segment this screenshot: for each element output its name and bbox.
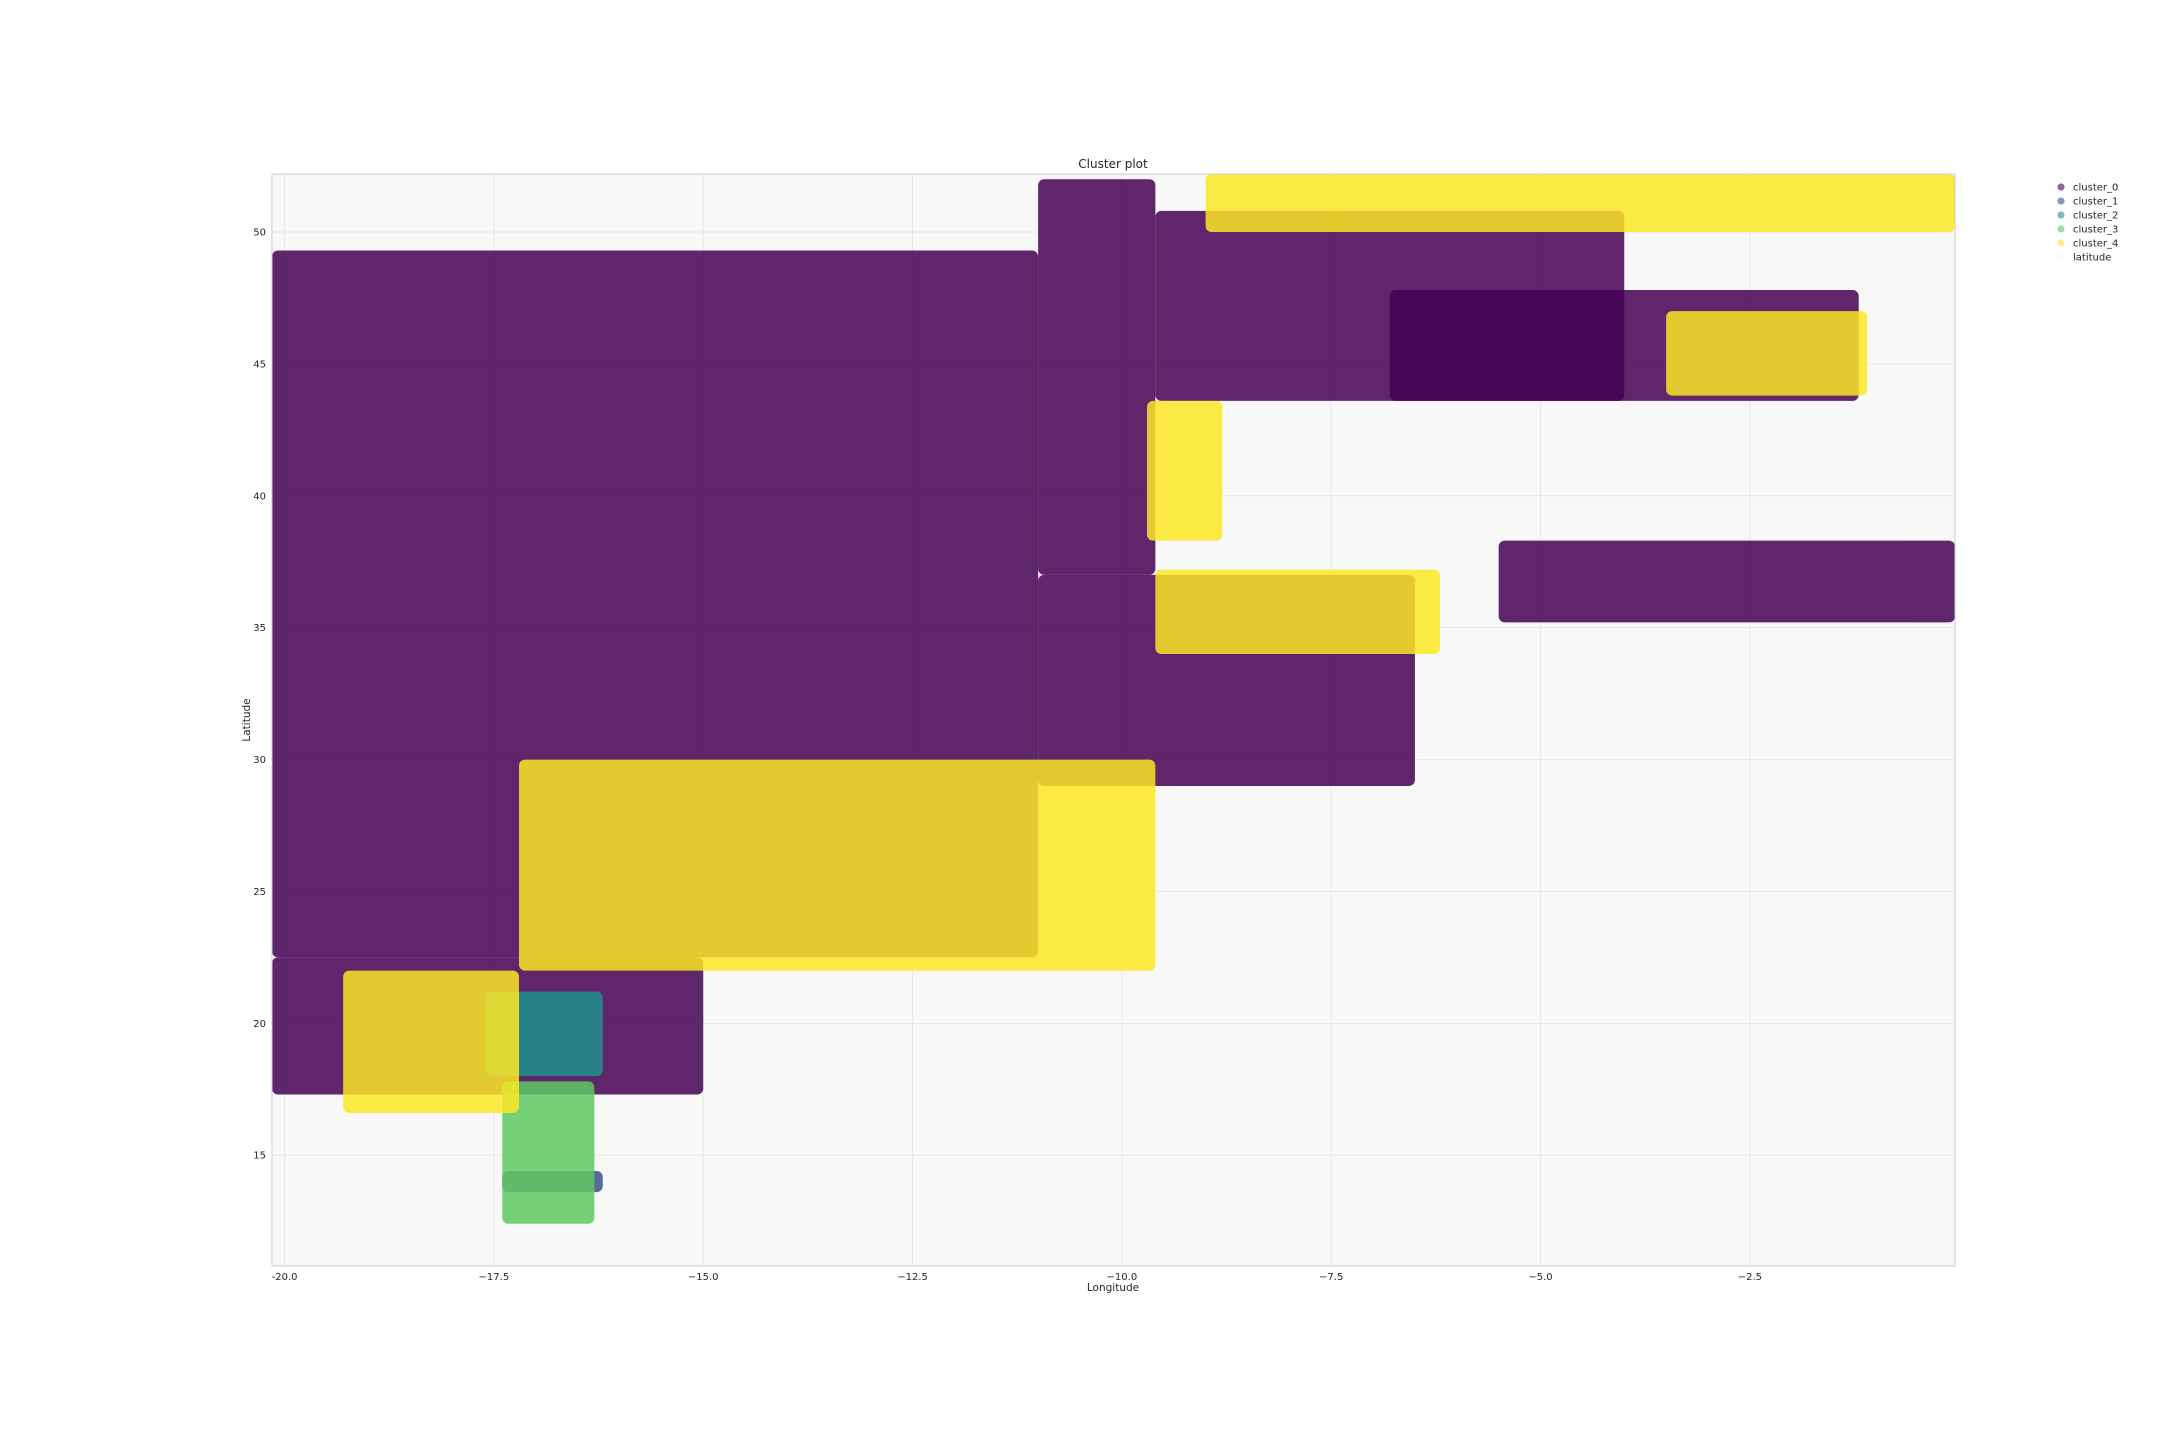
x-tick-label: −7.5 <box>1319 1272 1343 1283</box>
cluster_4-point-cluster <box>343 970 520 1114</box>
y-tick-label: 20 <box>253 1019 266 1030</box>
legend-marker-cluster_2 <box>2057 211 2065 219</box>
legend-label-cluster_2: cluster_2 <box>2073 211 2118 222</box>
legend-label-cluster_4: cluster_4 <box>2073 239 2118 250</box>
cluster_0-point-cluster <box>1038 179 1156 575</box>
y-tick-label: 50 <box>253 228 266 239</box>
legend-label-cluster_3: cluster_3 <box>2073 225 2118 236</box>
cluster_3-point-cluster <box>502 1081 595 1224</box>
y-tick-label: 35 <box>253 623 266 634</box>
legend-label-cluster_0: cluster_0 <box>2073 183 2118 194</box>
legend-marker-cluster_0 <box>2057 183 2065 191</box>
y-tick-label: 25 <box>253 887 266 898</box>
x-tick-label: −17.5 <box>479 1272 510 1283</box>
legend-label-latitude: latitude <box>2073 253 2111 264</box>
cluster_4-point-cluster <box>1205 174 1955 233</box>
legend-label-cluster_1: cluster_1 <box>2073 197 2118 208</box>
y-axis-label: Latitude <box>241 698 253 741</box>
cluster_4-point-cluster <box>1666 311 1868 396</box>
legend-marker-latitude <box>2057 253 2065 261</box>
x-tick-label: −12.5 <box>897 1272 928 1283</box>
y-tick-label: 40 <box>253 491 266 502</box>
cluster_3-series <box>502 1081 595 1224</box>
cluster_4-point-cluster <box>1155 569 1441 655</box>
y-tick-label: 30 <box>253 755 266 766</box>
y-tick-label: 45 <box>253 359 266 370</box>
cluster-points <box>272 174 1955 1224</box>
cluster_0-point-cluster <box>1498 540 1955 623</box>
x-axis-label: Longitude <box>1087 1282 1139 1294</box>
chart-title: Cluster plot <box>1078 157 1148 171</box>
legend: cluster_0 cluster_1 cluster_2 cluster_3clus… <box>2057 183 2118 264</box>
legend-marker-cluster_4 <box>2057 239 2065 247</box>
plot-frame <box>271 173 1956 1267</box>
x-tick-label: −5.0 <box>1528 1272 1552 1283</box>
data-layer <box>272 174 1955 1266</box>
x-tick-label: −10.0 <box>1107 1272 1138 1283</box>
legend-marker-cluster_3 <box>2057 225 2065 233</box>
axis-ticks: -20.0 −17.5 −15.0 −12.5 −10.0 −7.5 −5.0 −2.5 15 2… <box>253 228 1762 1283</box>
y-tick-label: 15 <box>253 1151 266 1162</box>
x-tick-label: −2.5 <box>1738 1272 1762 1283</box>
legend-marker-cluster_1 <box>2057 197 2065 205</box>
cluster_4-point-cluster <box>519 759 1156 971</box>
x-tick-label: −15.0 <box>688 1272 719 1283</box>
x-tick-label: -20.0 <box>272 1272 298 1283</box>
cluster_4-series <box>343 174 1955 1114</box>
cluster_4-point-cluster <box>1146 400 1223 541</box>
